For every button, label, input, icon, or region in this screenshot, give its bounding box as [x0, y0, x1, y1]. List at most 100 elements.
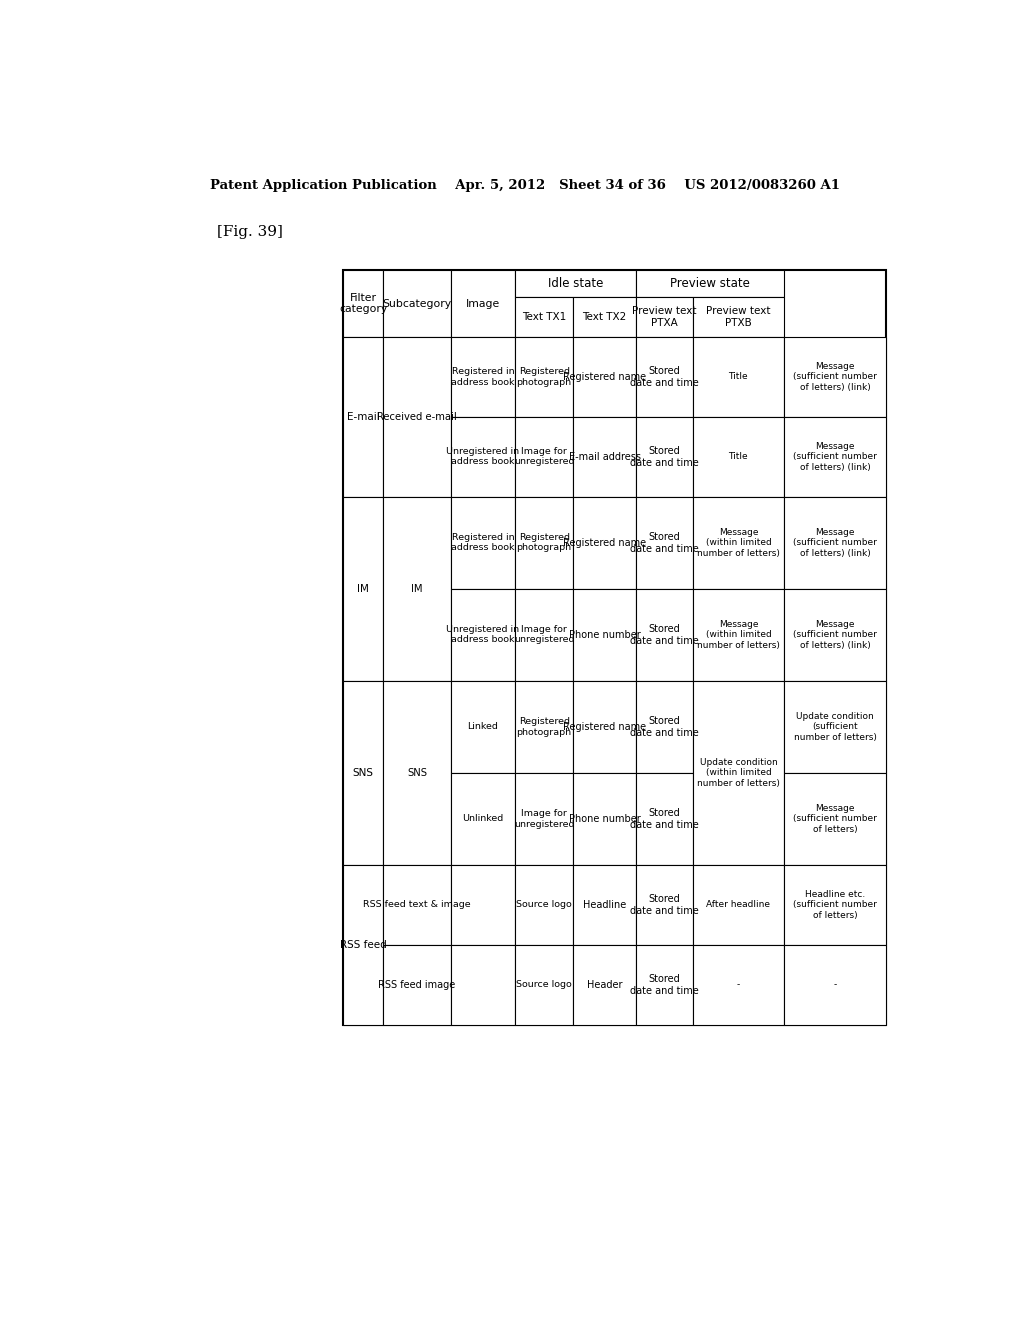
- Text: E-mail: E-mail: [347, 412, 380, 422]
- Bar: [573, 865, 636, 945]
- Text: Update condition
(within limited
number of letters): Update condition (within limited number …: [697, 758, 780, 788]
- Text: Text TX1: Text TX1: [522, 312, 566, 322]
- Bar: [383, 865, 451, 945]
- Bar: [693, 297, 784, 337]
- Text: Registered
photograph: Registered photograph: [517, 533, 571, 552]
- Text: Registered
photograph: Registered photograph: [517, 367, 571, 387]
- Bar: [515, 496, 573, 589]
- Bar: [383, 496, 451, 681]
- Bar: [451, 681, 515, 774]
- Text: Update condition
(sufficient
number of letters): Update condition (sufficient number of l…: [794, 711, 877, 742]
- Bar: [784, 945, 886, 1024]
- Text: Stored
date and time: Stored date and time: [630, 974, 698, 995]
- Bar: [515, 865, 573, 945]
- Text: Phone number: Phone number: [568, 814, 641, 824]
- Bar: [343, 337, 383, 496]
- Bar: [515, 589, 573, 681]
- Text: Stored
date and time: Stored date and time: [630, 624, 698, 645]
- Text: SNS: SNS: [407, 768, 427, 777]
- Bar: [636, 417, 693, 496]
- Bar: [383, 681, 451, 865]
- Bar: [573, 774, 636, 865]
- Text: Unregistered in
address book: Unregistered in address book: [446, 626, 519, 644]
- Text: Preview text
PTXB: Preview text PTXB: [707, 306, 771, 327]
- Bar: [515, 297, 573, 337]
- Bar: [784, 417, 886, 496]
- Text: Registered in
address book: Registered in address book: [452, 367, 515, 387]
- Bar: [573, 945, 636, 1024]
- Text: Message
(sufficient number
of letters) (link): Message (sufficient number of letters) (…: [793, 528, 877, 557]
- Text: Registered name: Registered name: [563, 537, 646, 548]
- Bar: [636, 774, 693, 865]
- Bar: [636, 589, 693, 681]
- Bar: [343, 271, 886, 1024]
- Bar: [343, 681, 383, 865]
- Bar: [693, 945, 784, 1024]
- Text: Image for
unregistered: Image for unregistered: [514, 809, 574, 829]
- Text: Message
(within limited
number of letters): Message (within limited number of letter…: [697, 620, 780, 649]
- Text: IM: IM: [357, 583, 370, 594]
- Text: Title: Title: [729, 453, 749, 461]
- Bar: [383, 945, 451, 1024]
- Text: Title: Title: [729, 372, 749, 381]
- Bar: [573, 496, 636, 589]
- Bar: [784, 774, 886, 865]
- Bar: [573, 337, 636, 417]
- Text: -: -: [736, 981, 740, 989]
- Bar: [693, 681, 784, 865]
- Bar: [636, 865, 693, 945]
- Bar: [451, 337, 515, 417]
- Text: Subcategory: Subcategory: [382, 298, 452, 309]
- Text: Text TX2: Text TX2: [583, 312, 627, 322]
- Bar: [383, 271, 451, 337]
- Bar: [343, 496, 383, 681]
- Bar: [573, 589, 636, 681]
- Bar: [693, 496, 784, 589]
- Text: Message
(sufficient number
of letters): Message (sufficient number of letters): [793, 804, 877, 834]
- Bar: [515, 681, 573, 774]
- Text: Message
(sufficient number
of letters) (link): Message (sufficient number of letters) (…: [793, 620, 877, 649]
- Text: Registered name: Registered name: [563, 372, 646, 381]
- Bar: [451, 774, 515, 865]
- Text: Stored
date and time: Stored date and time: [630, 808, 698, 830]
- Text: Preview text
PTXA: Preview text PTXA: [632, 306, 696, 327]
- Bar: [636, 945, 693, 1024]
- Bar: [343, 865, 383, 1024]
- Bar: [515, 271, 636, 297]
- Text: Idle state: Idle state: [548, 277, 603, 290]
- Text: RSS feed image: RSS feed image: [378, 979, 456, 990]
- Text: Registered in
address book: Registered in address book: [452, 533, 515, 552]
- Bar: [451, 589, 515, 681]
- Text: Stored
date and time: Stored date and time: [630, 532, 698, 553]
- Bar: [693, 417, 784, 496]
- Text: [Fig. 39]: [Fig. 39]: [217, 224, 283, 239]
- Text: Unlinked: Unlinked: [462, 814, 504, 824]
- Bar: [636, 297, 693, 337]
- Bar: [343, 271, 383, 337]
- Bar: [636, 337, 693, 417]
- Text: Registered
photograph: Registered photograph: [517, 717, 571, 737]
- Text: Headline: Headline: [583, 900, 627, 909]
- Text: SNS: SNS: [352, 768, 374, 777]
- Bar: [784, 865, 886, 945]
- Text: Preview state: Preview state: [670, 277, 750, 290]
- Bar: [451, 945, 515, 1024]
- Text: Unregistered in
address book: Unregistered in address book: [446, 447, 519, 466]
- Text: Headline etc.
(sufficient number
of letters): Headline etc. (sufficient number of lett…: [793, 890, 877, 920]
- Text: Stored
date and time: Stored date and time: [630, 715, 698, 738]
- Bar: [636, 496, 693, 589]
- Text: RSS feed: RSS feed: [340, 940, 387, 950]
- Text: IM: IM: [412, 583, 423, 594]
- Bar: [451, 865, 515, 945]
- Bar: [784, 589, 886, 681]
- Bar: [784, 496, 886, 589]
- Bar: [573, 297, 636, 337]
- Text: Stored
date and time: Stored date and time: [630, 366, 698, 388]
- Text: Message
(sufficient number
of letters) (link): Message (sufficient number of letters) (…: [793, 362, 877, 392]
- Text: Phone number: Phone number: [568, 630, 641, 640]
- Bar: [515, 945, 573, 1024]
- Bar: [636, 681, 693, 774]
- Bar: [636, 271, 784, 297]
- Bar: [383, 337, 451, 496]
- Text: Source logo: Source logo: [516, 900, 572, 909]
